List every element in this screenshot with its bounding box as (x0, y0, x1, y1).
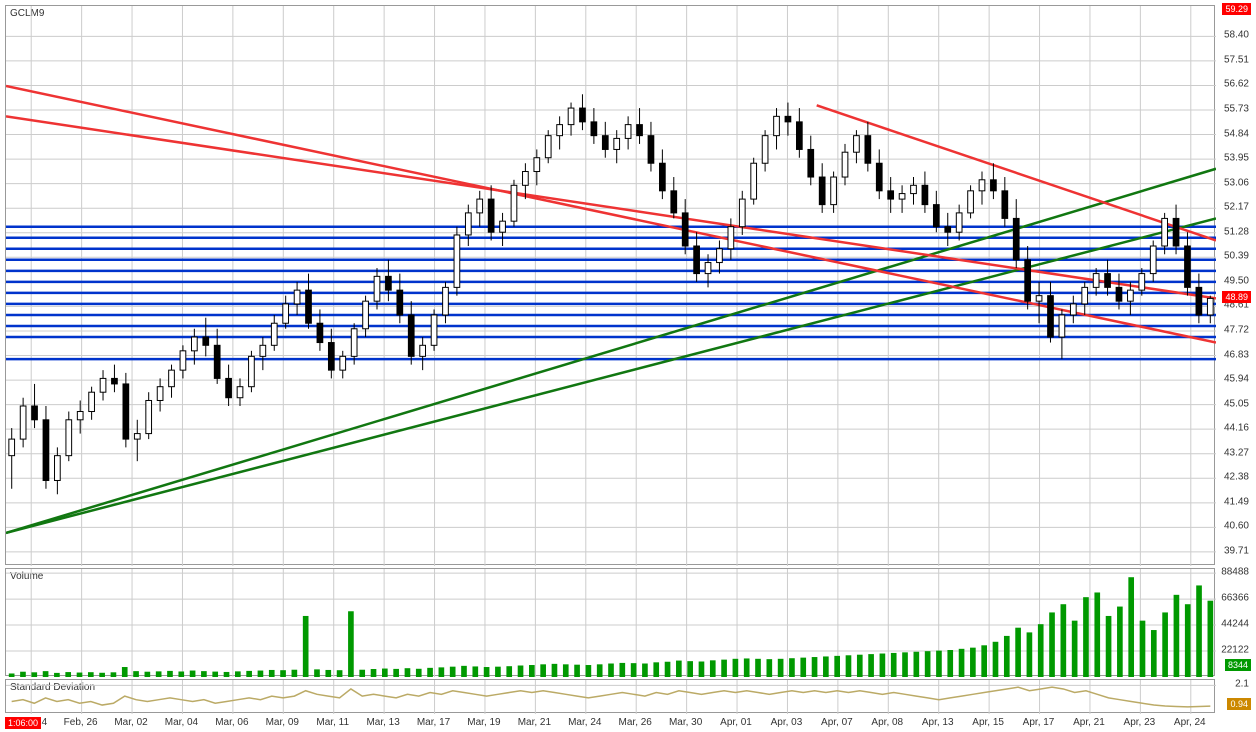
stddev-current-marker: 0.94 (1227, 698, 1251, 710)
x-date-label: Mar, 11 (316, 717, 349, 728)
x-date-label: Mar, 09 (266, 717, 299, 728)
x-date-label: Apr, 21 (1073, 717, 1105, 728)
price-chart-panel[interactable]: GCLM9 (5, 5, 1215, 565)
x-date-label: Mar, 04 (165, 717, 198, 728)
price-tick: 50.39 (1224, 251, 1249, 262)
x-date-label: Mar, 13 (366, 717, 399, 728)
x-date-label: Apr, 08 (871, 717, 903, 728)
x-date-label: Mar, 21 (518, 717, 551, 728)
price-tick: 56.62 (1224, 79, 1249, 90)
price-tick: 39.71 (1224, 545, 1249, 556)
price-tick: 54.84 (1224, 128, 1249, 139)
volume-tick: 22122 (1221, 645, 1249, 656)
price-top-marker: 59.29 (1222, 3, 1251, 15)
stddev-tick: 2.1 (1235, 679, 1249, 690)
price-tick: 52.17 (1224, 202, 1249, 213)
volume-chart-panel[interactable]: Volume (5, 568, 1215, 676)
x-date-label: Mar, 17 (417, 717, 450, 728)
price-tick: 58.40 (1224, 30, 1249, 41)
price-tick: 57.51 (1224, 54, 1249, 65)
price-y-axis: 58.40 57.51 56.62 55.73 54.84 53.95 53.06 52.17… (1215, 5, 1251, 565)
price-tick: 44.16 (1224, 423, 1249, 434)
x-date-label: Mar, 26 (619, 717, 652, 728)
volume-y-axis: 88488 66366 44244 22122 8344 (1215, 568, 1251, 676)
volume-tick: 66366 (1221, 593, 1249, 604)
price-tick: 53.06 (1224, 177, 1249, 188)
x-date-label: Feb, 26 (64, 717, 98, 728)
price-tick: 42.38 (1224, 472, 1249, 483)
x-date-label: Apr, 24 (1174, 717, 1206, 728)
x-date-label: Mar, 06 (215, 717, 248, 728)
price-tick: 51.28 (1224, 226, 1249, 237)
price-tick: 41.49 (1224, 496, 1249, 507)
x-time-marker: 1:06:00 (5, 717, 41, 729)
x-date-label: Apr, 07 (821, 717, 853, 728)
x-date-label: Apr, 23 (1124, 717, 1156, 728)
price-tick: 46.83 (1224, 349, 1249, 360)
x-date-label: Mar, 19 (467, 717, 500, 728)
stddev-chart-panel[interactable]: Standard Deviation (5, 679, 1215, 713)
price-tick: 40.60 (1224, 521, 1249, 532)
x-date-label: Apr, 13 (922, 717, 954, 728)
x-date-label: Mar, 24 (568, 717, 601, 728)
price-tick: 47.72 (1224, 324, 1249, 335)
price-tick: 53.95 (1224, 153, 1249, 164)
price-current-marker: 48.89 (1222, 291, 1251, 303)
price-tick: 43.27 (1224, 447, 1249, 458)
x-date-label: Mar, 02 (114, 717, 147, 728)
x-date-label: Apr, 03 (771, 717, 803, 728)
x-date-label: Mar, 30 (669, 717, 702, 728)
stddev-y-axis: 2.1 0.94 (1215, 679, 1251, 713)
price-tick: 45.05 (1224, 398, 1249, 409)
x-axis: Feb, 24Feb, 26Mar, 02Mar, 04Mar, 06Mar, … (5, 713, 1215, 729)
volume-tick: 88488 (1221, 567, 1249, 578)
price-tick: 45.94 (1224, 374, 1249, 385)
volume-current-marker: 8344 (1225, 659, 1251, 671)
x-date-label: Apr, 17 (1023, 717, 1055, 728)
volume-tick: 44244 (1221, 619, 1249, 630)
x-date-label: Apr, 01 (720, 717, 752, 728)
x-date-label: Apr, 15 (972, 717, 1004, 728)
price-tick: 49.50 (1224, 275, 1249, 286)
price-tick: 55.73 (1224, 104, 1249, 115)
